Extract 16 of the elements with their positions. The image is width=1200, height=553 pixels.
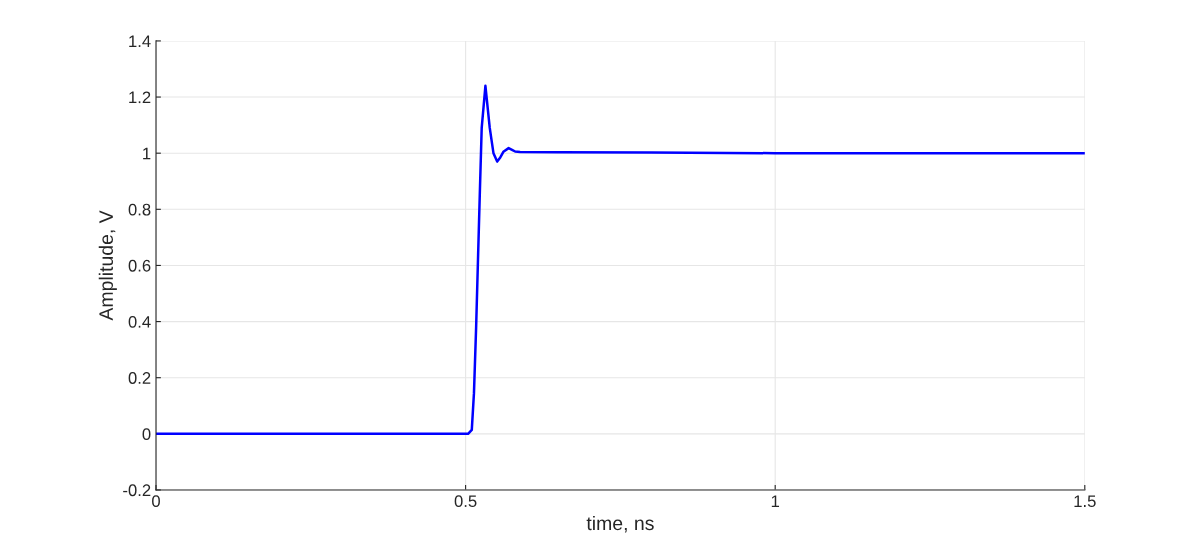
y-tick-label: 0.4 [128,315,151,328]
y-tick-label: 0.6 [128,259,151,272]
y-axis-title: Amplitude, V [98,210,117,321]
x-tick-label: 0.5 [454,495,477,508]
y-tick-label: 0 [142,428,151,441]
x-axis-title: time, ns [586,515,654,533]
y-tick-label: 1 [143,147,151,160]
x-tick-label: 1 [771,495,780,507]
y-tick-label: 0.8 [128,203,151,216]
y-tick-label: 1.2 [129,91,151,104]
y-tick-label: -0.2 [123,484,151,497]
x-tick-label: 0 [152,495,160,508]
x-tick-label: 1.5 [1074,495,1096,508]
y-tick-label: 0.2 [128,372,151,384]
y-tick-label: 1.4 [129,35,151,47]
line-series [156,84,1085,436]
